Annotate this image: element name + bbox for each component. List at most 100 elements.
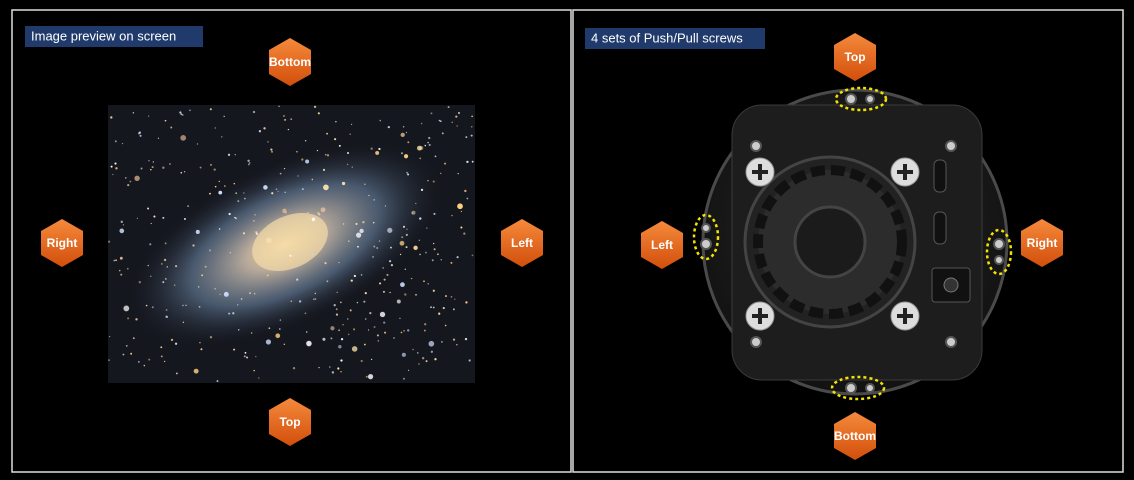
star xyxy=(126,267,129,270)
star xyxy=(110,116,113,119)
star xyxy=(249,292,251,295)
star xyxy=(324,153,327,156)
star xyxy=(136,217,139,219)
star xyxy=(383,278,386,281)
star xyxy=(290,118,293,121)
star xyxy=(112,173,114,176)
star xyxy=(419,157,422,160)
star xyxy=(441,132,444,135)
star xyxy=(119,256,123,260)
star xyxy=(317,212,320,215)
star xyxy=(458,111,460,114)
star xyxy=(164,119,167,122)
hexagon-marker xyxy=(41,219,83,267)
star xyxy=(410,277,413,280)
star xyxy=(132,337,135,340)
star xyxy=(407,329,410,332)
star xyxy=(311,178,314,181)
star xyxy=(396,299,401,304)
star xyxy=(386,273,389,276)
star xyxy=(258,377,260,379)
star xyxy=(400,282,405,288)
star xyxy=(376,247,379,250)
star xyxy=(110,165,113,168)
star xyxy=(388,260,392,263)
star xyxy=(432,242,435,245)
star xyxy=(369,311,372,315)
star xyxy=(214,185,217,188)
star xyxy=(444,324,447,327)
star xyxy=(201,274,204,277)
star xyxy=(460,226,463,229)
star xyxy=(431,259,434,262)
star xyxy=(292,255,294,258)
star xyxy=(404,268,407,270)
star xyxy=(301,158,304,161)
star xyxy=(420,188,424,192)
star xyxy=(214,287,217,290)
star xyxy=(304,312,307,315)
star xyxy=(349,133,351,135)
star xyxy=(450,295,453,298)
star xyxy=(299,248,301,250)
star xyxy=(422,357,425,360)
star xyxy=(229,251,232,254)
star xyxy=(179,111,182,114)
star xyxy=(271,150,273,153)
star xyxy=(253,369,255,372)
star xyxy=(237,304,239,306)
star xyxy=(423,280,425,283)
star xyxy=(360,359,363,363)
star xyxy=(218,180,221,183)
star xyxy=(266,274,269,277)
star xyxy=(181,114,184,116)
star xyxy=(232,312,235,315)
star xyxy=(185,304,187,307)
title-box xyxy=(25,26,203,47)
star xyxy=(424,323,427,326)
star xyxy=(279,172,282,175)
star xyxy=(441,341,443,343)
star xyxy=(182,304,184,307)
star xyxy=(404,293,407,296)
star xyxy=(456,256,459,259)
star xyxy=(296,150,298,153)
star xyxy=(401,352,406,357)
star xyxy=(373,326,376,329)
star xyxy=(333,304,336,307)
star xyxy=(180,171,183,174)
star xyxy=(322,168,326,171)
star xyxy=(413,247,416,250)
star xyxy=(196,143,199,145)
star xyxy=(198,305,201,308)
direction-label: Top xyxy=(279,415,300,429)
star xyxy=(373,245,376,248)
star xyxy=(163,258,167,262)
star xyxy=(140,167,143,170)
star xyxy=(145,304,148,307)
star xyxy=(387,126,390,129)
star xyxy=(432,289,435,292)
star xyxy=(135,318,138,321)
star xyxy=(393,337,395,339)
star xyxy=(122,353,125,356)
star xyxy=(218,190,223,195)
star xyxy=(195,229,200,234)
star xyxy=(400,132,405,138)
star xyxy=(253,220,255,222)
star xyxy=(401,236,404,239)
star xyxy=(278,328,281,330)
star xyxy=(440,259,442,261)
star xyxy=(305,159,310,164)
star xyxy=(339,301,342,304)
star xyxy=(416,352,419,354)
star xyxy=(471,115,473,118)
star xyxy=(308,219,310,221)
star xyxy=(457,172,459,175)
star xyxy=(243,355,246,358)
star xyxy=(198,286,200,288)
star xyxy=(407,369,410,372)
star xyxy=(365,375,368,378)
star xyxy=(452,308,455,311)
